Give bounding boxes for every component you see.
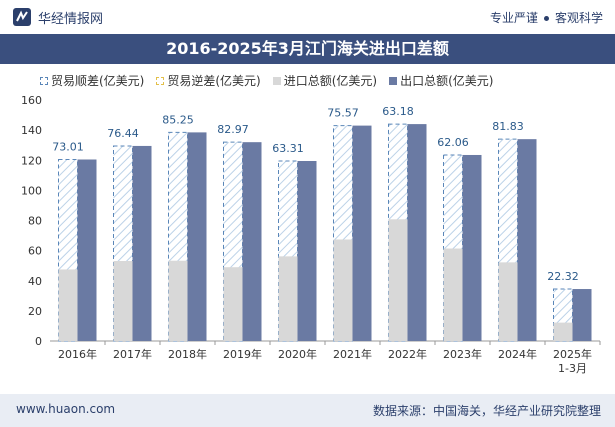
y-tick-label: 120 xyxy=(21,154,42,167)
legend-label-export: 出口总额(亿美元) xyxy=(400,74,494,88)
chart-legend: 贸易顺差(亿美元) 贸易逆差(亿美元) 进口总额(亿美元) 出口总额(亿美元) xyxy=(40,72,494,89)
x-tick-label: 2025年 xyxy=(553,347,592,361)
top-bar: 华经情报网 专业严谨 客观科学 xyxy=(0,0,615,34)
footer: www.huaon.com 数据来源：中国海关，华经产业研究院整理 xyxy=(0,394,615,427)
import-bar xyxy=(278,256,298,341)
chart-title: 2016-2025年3月江门海关进出口差额 xyxy=(0,34,615,64)
bar-chart: 0 20 40 60 80 100 120 140 160 73.01 2016年 76.44 2017… xyxy=(21,94,601,375)
legend-label-deficit: 贸易逆差(亿美元) xyxy=(167,74,261,88)
surplus-value-label: 85.25 xyxy=(162,113,194,126)
y-tick-label: 140 xyxy=(21,124,42,137)
surplus-value-label: 75.57 xyxy=(327,107,359,120)
legend-swatch-export xyxy=(389,76,398,85)
import-bar xyxy=(498,262,518,341)
legend-item-export: 出口总额(亿美元) xyxy=(389,72,494,89)
export-bar xyxy=(187,132,207,341)
import-bar xyxy=(113,261,133,341)
surplus-value-label: 63.18 xyxy=(382,105,414,118)
slogan-dot-icon xyxy=(543,16,549,21)
x-tick-label: 2017年 xyxy=(113,347,152,361)
footer-url[interactable]: www.huaon.com xyxy=(16,402,116,416)
export-bar xyxy=(77,159,97,341)
import-bar xyxy=(443,248,463,341)
surplus-value-label: 76.44 xyxy=(107,127,139,140)
import-bar xyxy=(58,269,78,341)
export-bar xyxy=(297,161,317,341)
slogan-right: 客观科学 xyxy=(554,11,603,25)
legend-item-deficit: 贸易逆差(亿美元) xyxy=(156,72,261,89)
legend-label-surplus: 贸易顺差(亿美元) xyxy=(51,74,145,88)
x-tick-label: 1-3月 xyxy=(558,362,587,375)
x-tick-label: 2023年 xyxy=(443,347,482,361)
y-tick-label: 160 xyxy=(21,94,42,107)
y-tick-label: 20 xyxy=(28,305,42,318)
export-bar xyxy=(242,142,262,341)
import-bar xyxy=(223,267,243,341)
export-bar xyxy=(132,145,152,341)
surplus-value-label: 82.97 xyxy=(217,123,249,136)
import-bar xyxy=(168,260,188,341)
legend-swatch-surplus xyxy=(40,76,48,85)
y-tick-label: 100 xyxy=(21,184,42,197)
y-tick-label: 0 xyxy=(35,335,42,348)
legend-swatch-import xyxy=(272,76,281,85)
legend-item-import: 进口总额(亿美元) xyxy=(272,72,378,89)
x-tick-label: 2022年 xyxy=(388,347,427,361)
import-bar xyxy=(388,219,408,341)
export-bar xyxy=(462,154,482,341)
legend-item-surplus: 贸易顺差(亿美元) xyxy=(40,72,144,89)
x-tick-label: 2016年 xyxy=(58,347,97,361)
brand-name: 华经情报网 xyxy=(38,11,104,27)
x-tick-label: 2019年 xyxy=(223,347,262,361)
y-tick-label: 40 xyxy=(28,275,42,288)
export-bar xyxy=(517,139,537,341)
brand-logo-icon xyxy=(13,8,31,26)
legend-swatch-deficit xyxy=(156,76,165,85)
footer-source: 数据来源：中国海关，华经产业研究院整理 xyxy=(372,404,601,418)
import-bar xyxy=(553,322,573,341)
x-tick-label: 2018年 xyxy=(168,347,207,361)
surplus-value-label: 73.01 xyxy=(52,140,84,153)
export-bar xyxy=(352,125,372,341)
legend-label-import: 进口总额(亿美元) xyxy=(283,74,378,88)
export-bar xyxy=(572,289,592,341)
x-tick-label: 2021年 xyxy=(333,347,372,361)
y-tick-label: 60 xyxy=(28,245,42,258)
x-tick-label: 2024年 xyxy=(498,347,537,361)
surplus-value-label: 81.83 xyxy=(492,120,524,133)
slogan: 专业严谨 客观科学 xyxy=(490,9,603,26)
surplus-value-label: 62.06 xyxy=(437,136,469,149)
brand: 华经情报网 xyxy=(12,7,103,27)
export-bar xyxy=(407,124,427,341)
surplus-value-label: 63.31 xyxy=(272,142,304,155)
x-tick-label: 2020年 xyxy=(278,347,317,361)
surplus-value-label: 22.32 xyxy=(547,270,579,283)
y-tick-label: 80 xyxy=(28,215,42,228)
import-bar xyxy=(333,239,353,341)
slogan-left: 专业严谨 xyxy=(489,11,538,25)
